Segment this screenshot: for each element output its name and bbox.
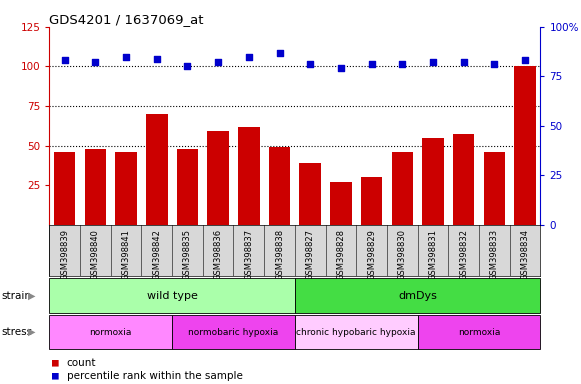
Bar [172, 315, 295, 349]
Text: GSM398829: GSM398829 [367, 229, 376, 280]
Bar [177, 149, 198, 225]
Point [275, 50, 284, 56]
Text: ■: ■ [52, 371, 59, 381]
Bar [361, 177, 382, 225]
Text: wild type: wild type [146, 291, 198, 301]
Bar [299, 163, 321, 225]
Point [183, 63, 192, 70]
Bar [49, 315, 172, 349]
Bar [330, 182, 352, 225]
Bar [514, 66, 536, 225]
Text: GSM398832: GSM398832 [459, 229, 468, 280]
Bar [392, 152, 413, 225]
Point [490, 61, 499, 68]
Bar [207, 131, 229, 225]
Point [91, 60, 100, 66]
Bar [269, 147, 290, 225]
Text: GSM398840: GSM398840 [91, 229, 100, 280]
Text: percentile rank within the sample: percentile rank within the sample [67, 371, 243, 381]
Text: GSM398833: GSM398833 [490, 229, 499, 280]
Text: chronic hypobaric hypoxia: chronic hypobaric hypoxia [296, 328, 416, 337]
Text: GSM398836: GSM398836 [214, 229, 223, 280]
Text: GSM398834: GSM398834 [521, 229, 529, 280]
Bar [453, 134, 474, 225]
Bar [49, 278, 295, 313]
Text: GSM398831: GSM398831 [428, 229, 437, 280]
Point [60, 58, 69, 64]
Bar [85, 149, 106, 225]
Point [306, 61, 315, 68]
Point [213, 60, 223, 66]
Point [428, 60, 437, 66]
Bar [295, 278, 540, 313]
Text: GSM398830: GSM398830 [398, 229, 407, 280]
Text: normoxia: normoxia [89, 328, 132, 337]
Bar [54, 152, 76, 225]
Text: count: count [67, 358, 96, 368]
Bar [146, 114, 167, 225]
Point [397, 61, 407, 68]
Text: normobaric hypoxia: normobaric hypoxia [188, 328, 279, 337]
Text: normoxia: normoxia [458, 328, 500, 337]
Point [152, 55, 162, 61]
Point [459, 60, 468, 66]
Bar [418, 315, 540, 349]
Text: stress: stress [2, 327, 33, 337]
Point [121, 53, 131, 60]
Bar [238, 127, 260, 225]
Point [336, 65, 346, 71]
Text: GSM398839: GSM398839 [60, 229, 69, 280]
Text: GSM398842: GSM398842 [152, 229, 162, 280]
Point [521, 58, 530, 64]
Text: GSM398835: GSM398835 [183, 229, 192, 280]
Bar [295, 315, 418, 349]
Text: ■: ■ [52, 358, 59, 368]
Text: strain: strain [2, 291, 32, 301]
Text: GDS4201 / 1637069_at: GDS4201 / 1637069_at [49, 13, 204, 26]
Text: GSM398838: GSM398838 [275, 229, 284, 280]
Bar [483, 152, 505, 225]
Point [367, 61, 376, 68]
Text: dmDys: dmDys [398, 291, 437, 301]
Text: GSM398837: GSM398837 [245, 229, 253, 280]
Text: ▶: ▶ [28, 327, 35, 337]
Text: ▶: ▶ [28, 291, 35, 301]
Text: GSM398841: GSM398841 [121, 229, 131, 280]
Point [244, 53, 253, 60]
Text: GSM398828: GSM398828 [336, 229, 345, 280]
Bar [422, 137, 444, 225]
Bar [116, 152, 137, 225]
Text: GSM398827: GSM398827 [306, 229, 315, 280]
